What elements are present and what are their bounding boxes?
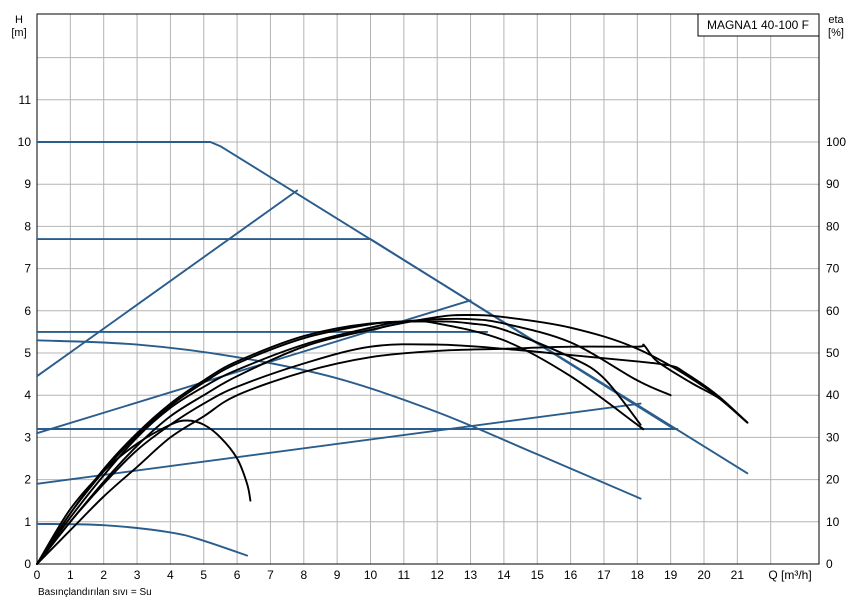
y2-axis-unit: [%] — [828, 27, 844, 39]
y2-tick-label: 30 — [826, 430, 840, 444]
y2-tick-label: 80 — [826, 219, 840, 233]
y-tick-label: 2 — [24, 473, 31, 487]
x-tick-label: 1 — [67, 568, 74, 582]
x-tick-label: 19 — [664, 568, 678, 582]
chart-title: MAGNA1 40-100 F — [707, 18, 809, 32]
y2-tick-label: 90 — [826, 177, 840, 191]
y2-tick-label: 60 — [826, 304, 840, 318]
efficiency-curve-14 — [36, 317, 672, 565]
x-tick-label: 7 — [267, 568, 274, 582]
y2-tick-label: 70 — [826, 262, 840, 276]
x-tick-label: 18 — [631, 568, 645, 582]
x-tick-label: 11 — [398, 568, 411, 582]
efficiency-curve-15 — [36, 320, 642, 565]
y2-axis-label: eta — [828, 14, 844, 26]
y2-tick-label: 0 — [826, 557, 833, 571]
y-tick-label: 10 — [18, 135, 32, 149]
x-tick-label: 17 — [597, 568, 611, 582]
y2-tick-label: 100 — [826, 135, 846, 149]
grid — [37, 14, 819, 564]
y2-tick-label: 10 — [826, 515, 840, 529]
y-tick-label: 11 — [19, 93, 32, 107]
y2-tick-label: 40 — [826, 388, 840, 402]
y-axis-label: H — [15, 14, 23, 26]
x-tick-label: 4 — [167, 568, 174, 582]
x-tick-label: 21 — [731, 568, 745, 582]
x-tick-label: 2 — [100, 568, 107, 582]
x-tick-label: 8 — [300, 568, 307, 582]
pump-curve-5 — [36, 189, 299, 378]
title-box — [697, 13, 820, 37]
footnote: Basınçlandırılan sıvı = Su — [38, 587, 152, 598]
pump-curve-7 — [36, 402, 642, 485]
efficiency-curve-10 — [36, 343, 749, 565]
x-tick-label: 13 — [464, 568, 478, 582]
plot-border — [36, 13, 820, 565]
x-tick-label: 3 — [134, 568, 141, 582]
x-tick-label: 16 — [564, 568, 578, 582]
x-tick-label: 20 — [697, 568, 711, 582]
x-tick-label: 9 — [334, 568, 341, 582]
y-tick-label: 0 — [24, 557, 31, 571]
y-tick-label: 9 — [24, 177, 31, 191]
y-tick-label: 4 — [24, 388, 31, 402]
pump-curve-2 — [36, 238, 675, 430]
x-tick-label: 14 — [497, 568, 511, 582]
y-tick-label: 1 — [24, 515, 31, 529]
y-tick-label: 3 — [24, 430, 31, 444]
x-tick-label: 12 — [431, 568, 445, 582]
tick-labels: 0 1 2 3 4 5 6 7 8 9 10 11 12 13 14 15 16 17 18 19 20 21012345… — [18, 93, 847, 582]
y-tick-label: 6 — [24, 304, 31, 318]
series-group — [36, 141, 749, 565]
efficiency-curve-11 — [36, 343, 749, 565]
x-axis-label: Q [m³/h] — [768, 568, 811, 582]
y-tick-label: 5 — [24, 346, 31, 360]
x-tick-label: 6 — [234, 568, 241, 582]
x-tick-label: 10 — [364, 568, 378, 582]
y-tick-label: 7 — [24, 262, 31, 276]
y2-tick-label: 20 — [826, 473, 840, 487]
y-tick-label: 8 — [24, 219, 31, 233]
pump-curve-8 — [36, 339, 642, 500]
efficiency-curve-13 — [36, 314, 749, 565]
y-axis-unit: [m] — [11, 27, 26, 39]
x-tick-label: 5 — [200, 568, 207, 582]
pump-curve-9 — [36, 522, 249, 557]
efficiency-curve-16 — [36, 419, 252, 565]
y2-tick-label: 50 — [826, 346, 840, 360]
x-tick-label: 15 — [531, 568, 545, 582]
x-tick-label: 0 — [34, 568, 41, 582]
